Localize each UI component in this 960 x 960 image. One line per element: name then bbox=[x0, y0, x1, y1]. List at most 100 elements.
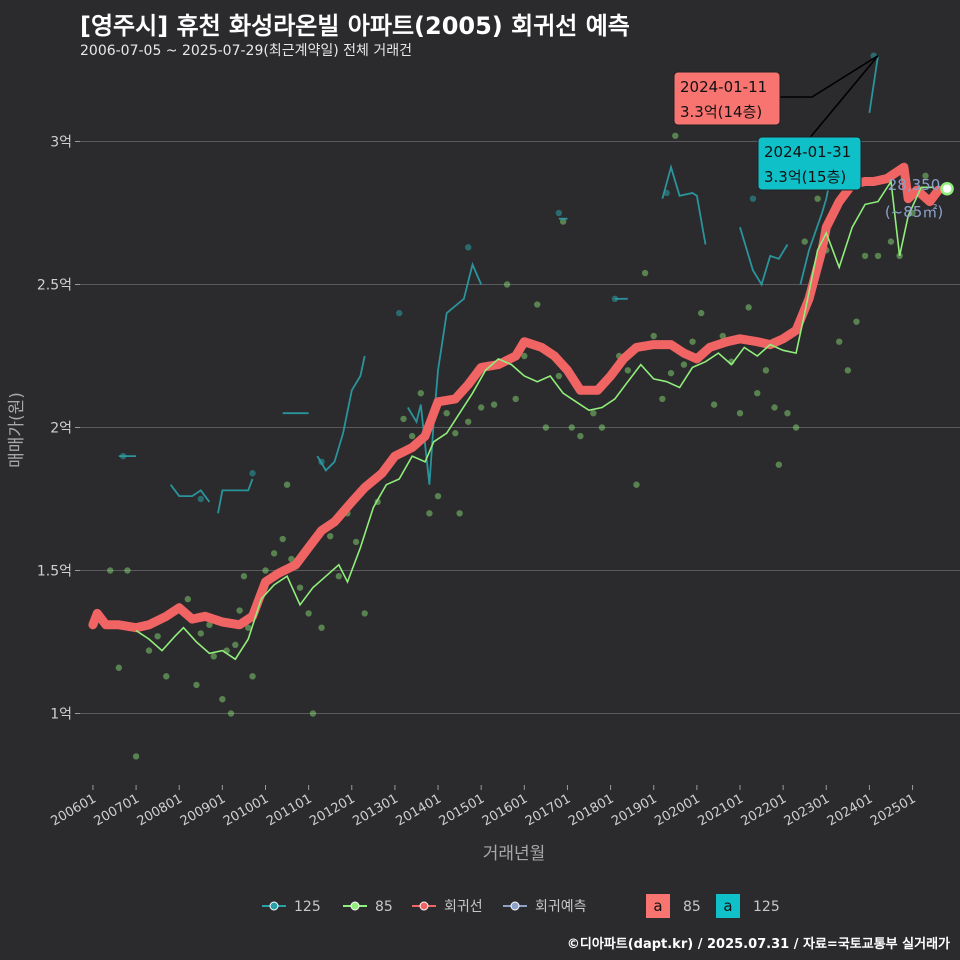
scatter-point-85 bbox=[197, 630, 204, 637]
scatter-point-125 bbox=[465, 244, 472, 251]
legend-point-key bbox=[510, 901, 520, 911]
x-tick-label: 200601 bbox=[48, 791, 98, 829]
x-tick-label: 200901 bbox=[178, 791, 228, 829]
scatter-point-85 bbox=[697, 309, 705, 317]
callout-leader bbox=[780, 55, 879, 98]
scatter-point-85 bbox=[887, 238, 895, 245]
legend-fill-glyph: a bbox=[723, 897, 732, 915]
x-tick-label: 201601 bbox=[480, 791, 530, 829]
x-tick-label: 201301 bbox=[350, 791, 400, 829]
legend-fill-key bbox=[646, 894, 670, 918]
legend-label: 회귀선 bbox=[444, 899, 483, 915]
x-tick-label: 200801 bbox=[135, 791, 185, 829]
scatter-point-85 bbox=[249, 673, 256, 680]
scatter-point-85 bbox=[270, 550, 278, 557]
scatter-point-85 bbox=[568, 424, 575, 431]
x-tick-label: 201201 bbox=[307, 791, 357, 829]
x-tick-label: 201101 bbox=[264, 791, 314, 829]
callout-date: 2024-01-11 bbox=[680, 78, 767, 96]
scatter-point-85 bbox=[145, 647, 153, 654]
scatter-point-85 bbox=[836, 338, 843, 345]
scatter-point-85 bbox=[521, 352, 528, 360]
series-line-regression bbox=[88, 162, 943, 633]
legend-point-key bbox=[269, 901, 279, 911]
scatter-point-125 bbox=[249, 470, 256, 477]
scatter-point-85 bbox=[680, 361, 688, 368]
forecast-value-label: 28,350 bbox=[888, 176, 941, 194]
chart-title: [영주시] 휴천 화성라온빌 아파트(2005) 회귀선 예측 bbox=[80, 12, 630, 40]
scatter-point-85 bbox=[283, 481, 291, 488]
scatter-point-85 bbox=[352, 538, 360, 546]
scatter-point-85 bbox=[452, 430, 459, 437]
scatter-point-125 bbox=[555, 209, 563, 217]
series-line-85 bbox=[135, 179, 935, 661]
scatter-point-85 bbox=[240, 573, 248, 580]
y-tick-label: 1억 bbox=[50, 707, 72, 723]
scatter-point-85 bbox=[745, 304, 752, 311]
legend-label: 85 bbox=[375, 899, 393, 915]
scatter-point-85 bbox=[719, 332, 726, 340]
scatter-point-85 bbox=[559, 218, 567, 225]
scatter-point-85 bbox=[598, 424, 606, 431]
scatter-point-85 bbox=[456, 510, 463, 517]
scatter-point-85 bbox=[590, 410, 597, 417]
series-lines bbox=[88, 55, 954, 661]
scatter-point-125 bbox=[396, 309, 403, 317]
series-line-125 bbox=[316, 355, 366, 472]
x-tick-label: 201801 bbox=[566, 791, 616, 829]
x-tick-label: 201901 bbox=[609, 791, 659, 829]
scatter-point-85 bbox=[503, 281, 511, 288]
scatter-point-85 bbox=[771, 404, 778, 411]
scatter-point-85 bbox=[633, 481, 640, 488]
scatter-point-85 bbox=[689, 338, 696, 345]
source-caption: ©디아파트(dapt.kr) / 2025.07.31 / 자료=국토교통부 실… bbox=[566, 937, 950, 952]
scatter-point-85 bbox=[163, 673, 170, 680]
scatter-point-85 bbox=[477, 404, 485, 411]
series-line-125 bbox=[739, 227, 789, 287]
y-axis: 1억 1.5억 2억 2.5억 3억 bbox=[37, 135, 80, 723]
scatter-point-85 bbox=[193, 681, 200, 689]
scatter-point-85 bbox=[236, 607, 243, 614]
scatter-point-85 bbox=[305, 610, 312, 617]
scatter-point-85 bbox=[124, 567, 131, 574]
scatter-point-85 bbox=[534, 301, 541, 308]
scatter-point-85 bbox=[624, 367, 632, 374]
forecast-area-label: (~85㎡) bbox=[885, 203, 943, 221]
scatter-point-85 bbox=[641, 269, 649, 277]
scatter-point-85 bbox=[792, 424, 800, 431]
scatter-point-85 bbox=[400, 415, 407, 423]
scatter-point-85 bbox=[426, 510, 433, 517]
scatter-point-85 bbox=[408, 432, 416, 440]
scatter-point-85 bbox=[922, 172, 929, 180]
scatter-point-85 bbox=[288, 555, 295, 563]
scatter-point-85 bbox=[443, 410, 450, 417]
scatter-point-85 bbox=[245, 624, 252, 631]
x-tick-label: 202101 bbox=[696, 791, 746, 829]
scatter-point-125 bbox=[197, 495, 204, 503]
scatter-point-85 bbox=[184, 595, 192, 603]
scatter-point-85 bbox=[417, 389, 424, 397]
x-axis-label: 거래년월 bbox=[483, 844, 546, 864]
legend-label: 회귀예측 bbox=[535, 899, 587, 915]
y-tick-label: 2억 bbox=[50, 421, 72, 437]
scatter-point-85 bbox=[736, 410, 744, 417]
scatter-point-85 bbox=[762, 367, 770, 374]
scatter-point-85 bbox=[296, 584, 304, 591]
scatter-point-85 bbox=[326, 532, 334, 540]
scatter-point-85 bbox=[853, 318, 860, 325]
scatter-point-85 bbox=[667, 369, 675, 377]
legend-fill-key bbox=[716, 894, 740, 918]
scatter-point-85 bbox=[106, 567, 114, 574]
x-tick-label: 201501 bbox=[437, 791, 487, 829]
scatter-point-85 bbox=[318, 624, 325, 631]
scatter-point-85 bbox=[210, 653, 217, 660]
scatter-point-85 bbox=[710, 401, 718, 408]
scatter-point-85 bbox=[844, 367, 852, 374]
x-tick-label: 200701 bbox=[92, 791, 142, 829]
series-line-125 bbox=[661, 163, 707, 245]
scatter-point-85 bbox=[659, 395, 666, 403]
callout-box-125 bbox=[757, 136, 862, 191]
y-tick-label: 3억 bbox=[50, 135, 72, 151]
